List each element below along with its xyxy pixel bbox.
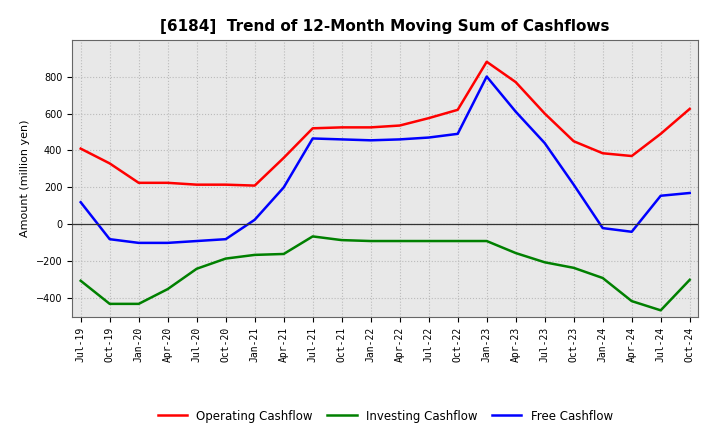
Free Cashflow — [338, 137, 346, 142]
Investing Cashflow — [424, 238, 433, 244]
Investing Cashflow — [366, 238, 375, 244]
Investing Cashflow — [395, 238, 404, 244]
Free Cashflow — [192, 238, 201, 244]
Operating Cashflow — [221, 182, 230, 187]
Free Cashflow — [685, 191, 694, 196]
Investing Cashflow — [135, 301, 143, 307]
Free Cashflow — [482, 74, 491, 79]
Investing Cashflow — [541, 260, 549, 265]
Free Cashflow — [366, 138, 375, 143]
Operating Cashflow — [76, 146, 85, 151]
Investing Cashflow — [308, 234, 317, 239]
Investing Cashflow — [685, 277, 694, 282]
Operating Cashflow — [424, 115, 433, 121]
Free Cashflow — [541, 140, 549, 146]
Free Cashflow — [105, 237, 114, 242]
Free Cashflow — [221, 237, 230, 242]
Operating Cashflow — [163, 180, 172, 186]
Investing Cashflow — [192, 266, 201, 271]
Operating Cashflow — [454, 107, 462, 113]
Investing Cashflow — [570, 265, 578, 271]
Free Cashflow — [279, 185, 288, 190]
Investing Cashflow — [251, 252, 259, 257]
Y-axis label: Amount (million yen): Amount (million yen) — [20, 119, 30, 237]
Operating Cashflow — [657, 131, 665, 136]
Legend: Operating Cashflow, Investing Cashflow, Free Cashflow: Operating Cashflow, Investing Cashflow, … — [153, 405, 618, 427]
Investing Cashflow — [279, 251, 288, 257]
Free Cashflow — [135, 240, 143, 246]
Operating Cashflow — [192, 182, 201, 187]
Free Cashflow — [76, 200, 85, 205]
Free Cashflow — [570, 182, 578, 187]
Operating Cashflow — [105, 161, 114, 166]
Operating Cashflow — [279, 155, 288, 161]
Operating Cashflow — [482, 59, 491, 64]
Title: [6184]  Trend of 12-Month Moving Sum of Cashflows: [6184] Trend of 12-Month Moving Sum of C… — [161, 19, 610, 34]
Operating Cashflow — [511, 80, 520, 85]
Investing Cashflow — [221, 256, 230, 261]
Investing Cashflow — [163, 286, 172, 292]
Free Cashflow — [424, 135, 433, 140]
Free Cashflow — [163, 240, 172, 246]
Free Cashflow — [251, 217, 259, 222]
Free Cashflow — [395, 137, 404, 142]
Free Cashflow — [454, 131, 462, 136]
Free Cashflow — [511, 109, 520, 114]
Operating Cashflow — [395, 123, 404, 128]
Investing Cashflow — [105, 301, 114, 307]
Investing Cashflow — [76, 278, 85, 283]
Free Cashflow — [627, 229, 636, 235]
Free Cashflow — [657, 193, 665, 198]
Operating Cashflow — [570, 139, 578, 144]
Operating Cashflow — [338, 125, 346, 130]
Investing Cashflow — [657, 308, 665, 313]
Investing Cashflow — [454, 238, 462, 244]
Investing Cashflow — [627, 298, 636, 304]
Free Cashflow — [308, 136, 317, 141]
Operating Cashflow — [685, 106, 694, 111]
Free Cashflow — [598, 225, 607, 231]
Operating Cashflow — [308, 126, 317, 131]
Line: Operating Cashflow: Operating Cashflow — [81, 62, 690, 186]
Operating Cashflow — [251, 183, 259, 188]
Line: Free Cashflow: Free Cashflow — [81, 77, 690, 243]
Investing Cashflow — [482, 238, 491, 244]
Operating Cashflow — [541, 111, 549, 116]
Investing Cashflow — [338, 238, 346, 243]
Operating Cashflow — [627, 154, 636, 159]
Operating Cashflow — [135, 180, 143, 186]
Operating Cashflow — [366, 125, 375, 130]
Line: Investing Cashflow: Investing Cashflow — [81, 236, 690, 310]
Operating Cashflow — [598, 150, 607, 156]
Investing Cashflow — [598, 275, 607, 281]
Investing Cashflow — [511, 250, 520, 256]
